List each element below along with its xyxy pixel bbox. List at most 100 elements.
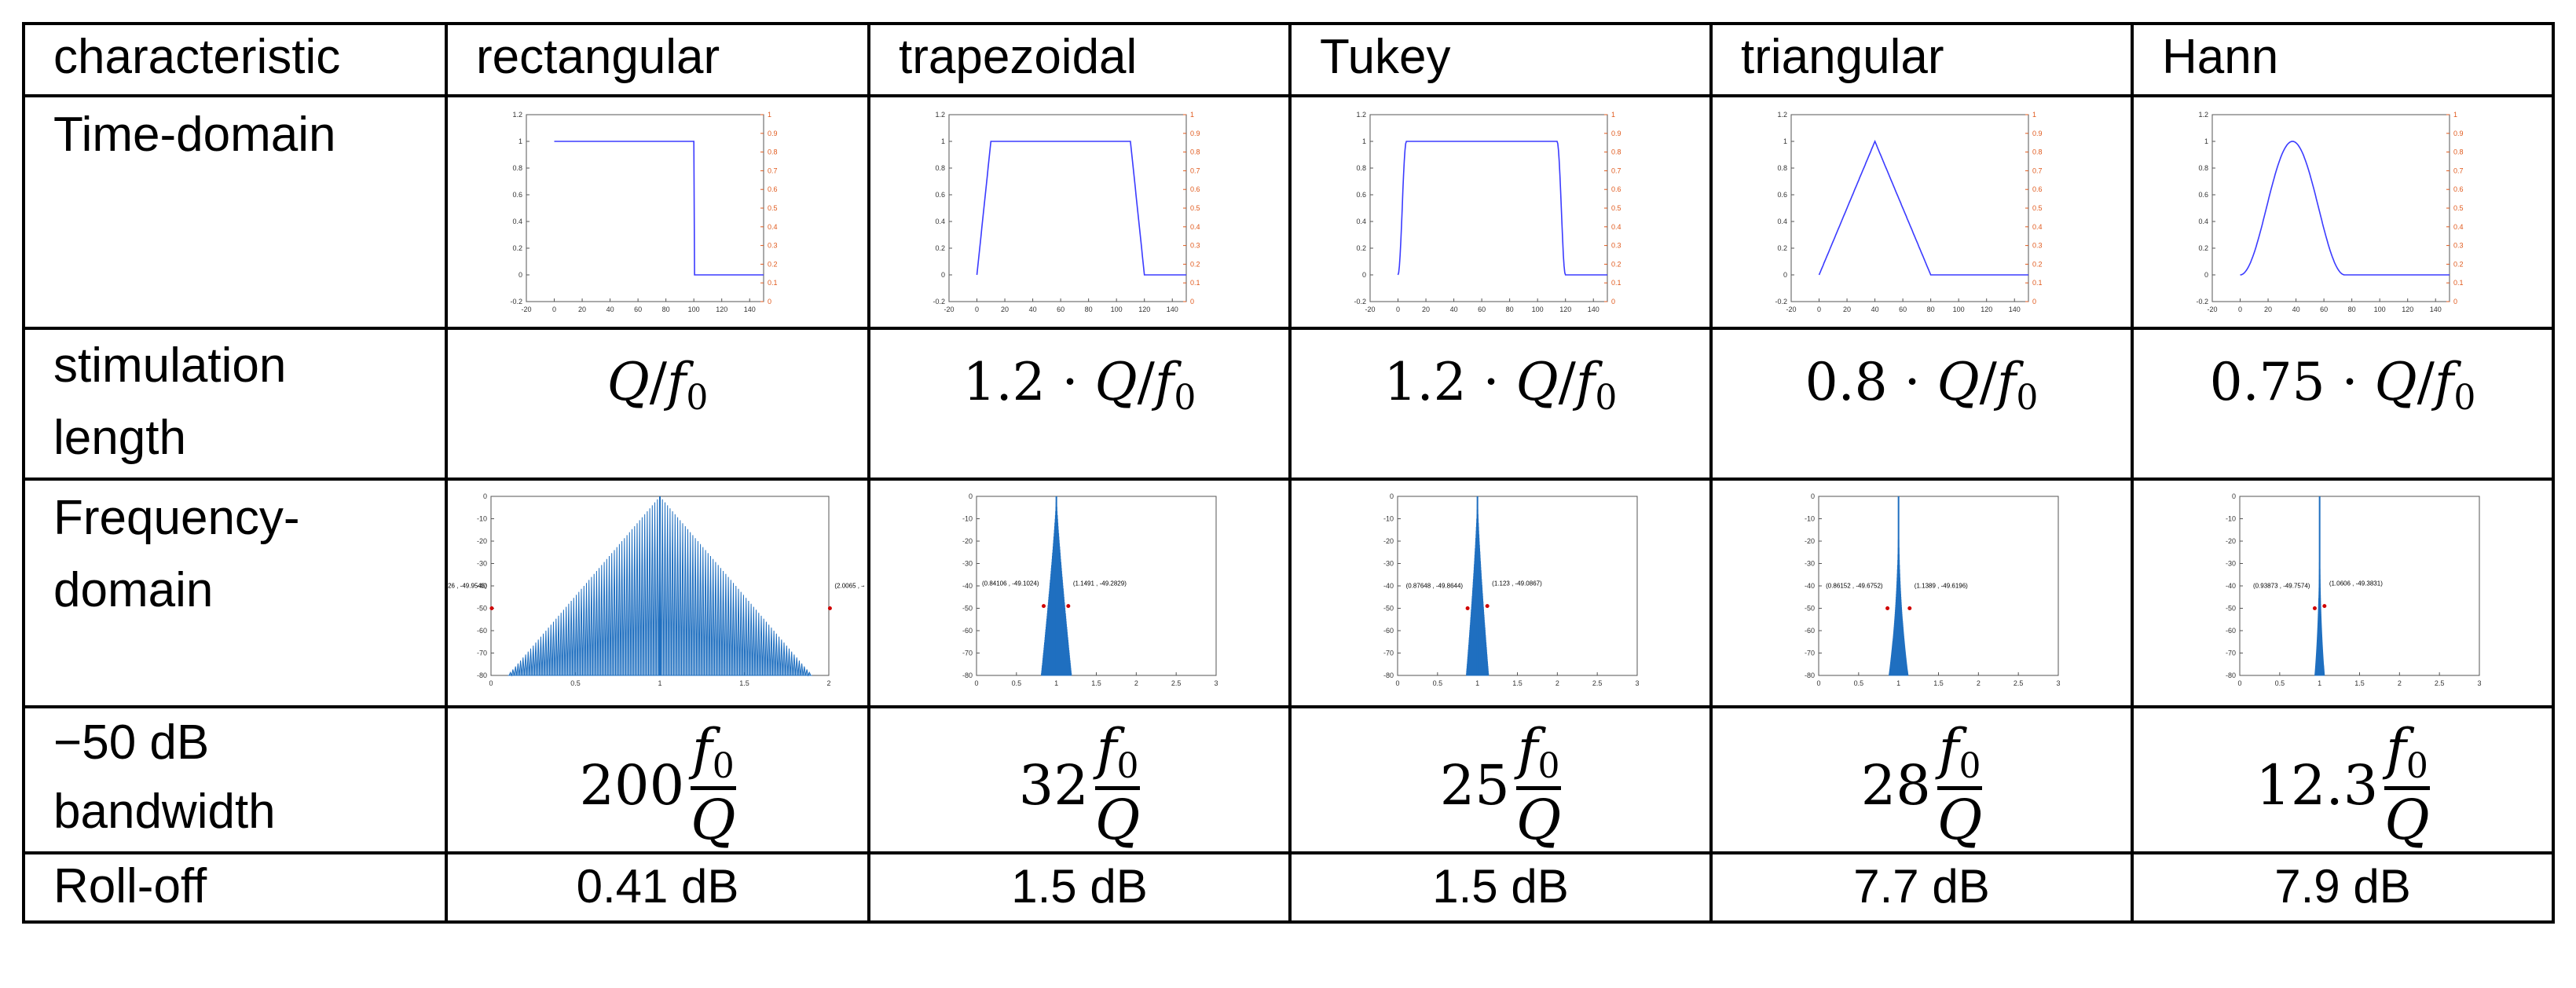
- bandwidth-label-line2: bandwidth: [53, 785, 276, 839]
- time-plot-triangular: -20 0 20 40 60 80 100 120 140 -0.2 0 0.2 0.4 0.6 0.8 1 1…: [1709, 94, 2134, 330]
- time-domain-label: Time-domain: [22, 94, 448, 330]
- x-tick-label: 0: [552, 306, 556, 313]
- y-tick-label: 1.2: [935, 111, 945, 119]
- y-tick-label: -50: [2226, 605, 2236, 613]
- header-triangular: triangular: [1709, 22, 2134, 97]
- bw-den: Q: [1515, 788, 1562, 853]
- bandwidth-rectangular: 200 f0 Q: [445, 705, 870, 854]
- y-tick-label: -70: [477, 650, 487, 657]
- bw-num: f: [691, 717, 713, 781]
- y-tick-label: 0.4: [2198, 218, 2208, 225]
- bw-num: f: [2385, 717, 2406, 781]
- right-y-tick-label: 0.4: [2032, 223, 2043, 231]
- time-series-line: [1818, 139, 2028, 276]
- header-trapezoidal: trapezoidal: [867, 22, 1292, 97]
- bw-num: f: [1096, 717, 1117, 781]
- frequency-label-line1: Frequency-: [53, 491, 300, 545]
- y-tick-label: -50: [477, 605, 487, 613]
- y-tick-label: 0.8: [512, 164, 522, 172]
- y-tick-label: 1.2: [2198, 111, 2208, 119]
- stim-den: f: [2434, 352, 2454, 412]
- right-y-tick-label: 0.1: [1190, 279, 1200, 287]
- stim-var: Q: [1937, 352, 1980, 412]
- x-tick-label: 2: [1977, 679, 1981, 687]
- x-tick-label: 80: [1085, 306, 1093, 313]
- right-y-tick-label: 0.3: [768, 242, 778, 250]
- y-tick-label: 0.6: [2198, 191, 2208, 199]
- x-tick-label: 2.5: [1171, 679, 1182, 687]
- x-tick-label: 1.5: [1512, 679, 1523, 687]
- time-series-line: [976, 141, 1186, 276]
- y-tick-label: 0: [941, 271, 945, 279]
- right-y-tick-label: 0.6: [1611, 185, 1621, 193]
- right-y-tick-label: 0.5: [1190, 204, 1200, 212]
- x-tick-label: -20: [944, 306, 954, 313]
- right-y-tick-label: 0.8: [2453, 148, 2464, 156]
- stim-coef: 0.75 ·: [2209, 352, 2375, 412]
- y-tick-label: 0.2: [1777, 244, 1787, 252]
- right-y-tick-label: 0.2: [768, 260, 778, 268]
- marker-annotation: (0.86152 , -49.6752): [1826, 583, 1883, 590]
- bw-coef: 28: [1860, 752, 1931, 818]
- x-tick-label: 0: [2238, 306, 2242, 313]
- marker-annotation: (2.0065 , -49.943): [834, 583, 864, 590]
- y-tick-label: -40: [477, 582, 487, 590]
- x-tick-label: -20: [1786, 306, 1796, 313]
- stimulation-length-row: stimulation length Q/f0 1.2 · Q/f0 1.2 ·…: [22, 327, 2555, 481]
- marker-point: [1907, 606, 1912, 610]
- header-tukey: Tukey: [1288, 22, 1713, 97]
- marker-point: [1066, 604, 1071, 609]
- y-tick-label: 0: [2204, 271, 2208, 279]
- y-tick-label: -40: [2226, 582, 2236, 590]
- bw-fraction: f0 Q: [1515, 720, 1562, 853]
- bw-sub: 0: [1537, 746, 1560, 786]
- x-tick-label: 0.5: [1433, 679, 1443, 687]
- x-tick-label: 120: [1981, 306, 1992, 313]
- x-tick-label: 1: [1475, 679, 1479, 687]
- right-y-tick-label: 1: [1611, 111, 1615, 119]
- x-tick-label: 40: [1871, 306, 1879, 313]
- stim-coef: 1.2 ·: [962, 352, 1095, 412]
- y-tick-label: 1: [1783, 137, 1787, 145]
- x-tick-label: 100: [1953, 306, 1965, 313]
- right-y-tick-label: 0.1: [2453, 279, 2464, 287]
- y-tick-label: -20: [2226, 537, 2236, 545]
- x-tick-label: 2.5: [2435, 679, 2445, 687]
- right-y-tick-label: 0.7: [2032, 166, 2043, 174]
- y-tick-label: -0.2: [510, 298, 522, 306]
- time-plot-tukey: -20 0 20 40 60 80 100 120 140 -0.2 0 0.2 0.4 0.6 0.8 1 1…: [1288, 94, 1713, 330]
- plot-frame: [1790, 114, 2029, 302]
- y-tick-label: 0.8: [935, 164, 945, 172]
- y-tick-label: -50: [1805, 605, 1815, 613]
- y-tick-label: -30: [1805, 560, 1815, 568]
- right-y-tick-label: 0.2: [2453, 260, 2464, 268]
- stim-den: f: [1575, 352, 1596, 412]
- stim-den: f: [1154, 352, 1174, 412]
- y-tick-label: -10: [1805, 515, 1815, 523]
- stimulation-label-line2: length: [53, 411, 186, 465]
- y-tick-label: -60: [1383, 627, 1394, 635]
- right-y-tick-label: 0.4: [2453, 223, 2464, 231]
- stim-coef: 0.8 ·: [1805, 352, 1937, 412]
- bw-sub: 0: [2406, 746, 2428, 786]
- rolloff-triangular: 7.7 dB: [1709, 851, 2134, 924]
- stimulation-trapezoidal: 1.2 · Q/f0: [867, 327, 1292, 481]
- bw-fraction: f0 Q: [691, 720, 736, 850]
- x-tick-label: 0.5: [1012, 679, 1022, 687]
- right-y-tick-label: 0.4: [1190, 223, 1200, 231]
- y-tick-label: -30: [2226, 560, 2236, 568]
- x-tick-label: 1.5: [1933, 679, 1944, 687]
- x-tick-label: 1.5: [2354, 679, 2365, 687]
- marker-annotation: (1.1491 , -49.2829): [1073, 580, 1127, 587]
- rolloff-row: Roll-off 0.41 dB 1.5 dB 1.5 dB 7.7 dB 7.…: [22, 851, 2555, 924]
- x-tick-label: 0: [1396, 306, 1400, 313]
- time-series-line: [2240, 141, 2450, 276]
- bandwidth-tukey: 25 f0 Q: [1288, 705, 1713, 854]
- time-series-line: [554, 141, 764, 276]
- y-tick-label: 1: [518, 137, 522, 145]
- y-tick-label: 0.4: [935, 218, 945, 225]
- x-tick-label: 0.5: [2275, 679, 2285, 687]
- bw-fraction: f0 Q: [1094, 720, 1141, 850]
- y-tick-label: -80: [477, 671, 487, 679]
- x-tick-label: 20: [2264, 306, 2272, 313]
